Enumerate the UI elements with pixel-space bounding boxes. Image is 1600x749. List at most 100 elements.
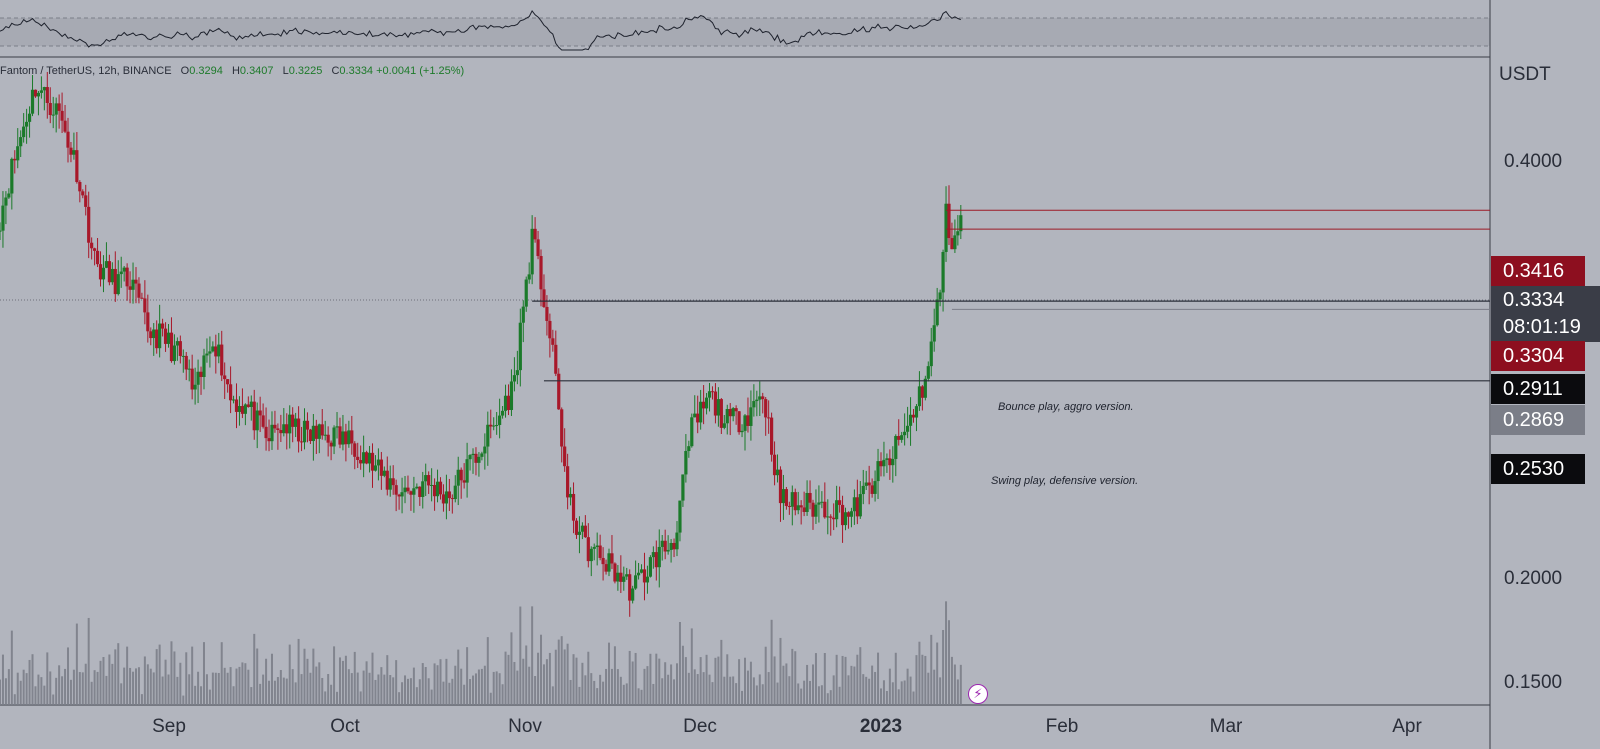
volume-bar bbox=[655, 653, 658, 705]
price-axis-unit[interactable]: USDT bbox=[1499, 64, 1551, 85]
volume-bar bbox=[211, 672, 214, 705]
volume-bar bbox=[99, 660, 102, 705]
candle-body bbox=[710, 391, 715, 393]
volume-bar bbox=[758, 674, 761, 705]
candle-body bbox=[87, 206, 91, 243]
candle-body bbox=[728, 409, 732, 417]
volume-bar bbox=[903, 680, 906, 705]
bounce-level-price-label: 0.2911 bbox=[1491, 374, 1585, 404]
volume-bar bbox=[832, 675, 835, 705]
candle-body bbox=[243, 404, 247, 414]
volume-bar bbox=[838, 686, 841, 705]
lightning-icon[interactable]: ⚡ bbox=[968, 684, 988, 704]
volume-bar bbox=[102, 657, 105, 705]
candle-body bbox=[642, 569, 647, 583]
volume-bar bbox=[507, 654, 510, 705]
candle-body bbox=[462, 480, 466, 483]
candle-body bbox=[231, 399, 236, 401]
candle-body bbox=[456, 469, 460, 486]
bounce-annotation[interactable]: Bounce play, aggro version. bbox=[998, 401, 1134, 413]
upper-red-price-label: 0.3416 bbox=[1491, 256, 1585, 286]
candle-body bbox=[690, 417, 694, 447]
volume-bar bbox=[900, 681, 903, 705]
candle-body bbox=[444, 491, 449, 504]
candle-body bbox=[734, 408, 738, 412]
volume-bar bbox=[7, 669, 10, 705]
candle-body bbox=[959, 215, 963, 232]
volume-bar bbox=[486, 637, 489, 705]
candle-body bbox=[852, 497, 856, 512]
volume-bar bbox=[81, 672, 84, 705]
candle-body bbox=[592, 547, 596, 549]
volume-bar bbox=[49, 671, 52, 705]
volume-bar bbox=[37, 674, 40, 705]
candle-body bbox=[341, 431, 345, 445]
candle-body bbox=[279, 430, 283, 434]
volume-bar bbox=[806, 664, 809, 705]
high-value: 0.3407 bbox=[239, 65, 274, 77]
volume-bar bbox=[879, 688, 882, 705]
volume-bar bbox=[72, 669, 75, 705]
candle-body bbox=[675, 532, 679, 550]
volume-bar bbox=[933, 669, 936, 705]
candle-body bbox=[702, 401, 706, 409]
volume-bar bbox=[84, 663, 87, 705]
volume-bar bbox=[344, 655, 347, 705]
candle-body bbox=[681, 474, 685, 501]
volume-bar bbox=[897, 689, 900, 705]
volume-bar bbox=[380, 667, 383, 705]
volume-bar bbox=[785, 663, 788, 705]
time-tick-label: 2023 bbox=[859, 716, 903, 737]
candle-body bbox=[415, 486, 419, 489]
candle-body bbox=[678, 500, 682, 533]
candle-body bbox=[669, 542, 673, 550]
volume-bar bbox=[658, 658, 661, 705]
volume-bar bbox=[732, 676, 735, 705]
volume-bar bbox=[256, 648, 259, 705]
volume-bar bbox=[214, 672, 217, 705]
candle-body bbox=[181, 355, 185, 357]
volume-bar bbox=[950, 656, 953, 705]
candle-body bbox=[282, 424, 286, 434]
volume-bar bbox=[711, 682, 714, 705]
candle-body bbox=[888, 458, 892, 466]
candle-body bbox=[634, 575, 638, 589]
candle-body bbox=[506, 395, 511, 410]
candle-body bbox=[252, 401, 256, 431]
candle-body bbox=[894, 436, 898, 459]
volume-bar bbox=[720, 639, 723, 705]
volume-bar bbox=[359, 691, 362, 705]
candle-body bbox=[684, 450, 688, 475]
candle-body bbox=[767, 417, 771, 419]
swing-annotation[interactable]: Swing play, defensive version. bbox=[991, 475, 1139, 487]
candle-body bbox=[849, 511, 854, 517]
volume-bar bbox=[25, 673, 28, 705]
volume-bar bbox=[859, 647, 862, 705]
volume-bar bbox=[111, 663, 114, 705]
volume-bar bbox=[143, 656, 146, 705]
volume-bar bbox=[764, 646, 767, 705]
volume-bar bbox=[421, 663, 424, 705]
volume-bar bbox=[208, 689, 211, 705]
volume-bar bbox=[557, 639, 560, 705]
candle-body bbox=[90, 242, 94, 249]
volume-bar bbox=[752, 677, 755, 705]
candle-body bbox=[169, 332, 174, 362]
candle-body bbox=[903, 431, 907, 436]
volume-bar bbox=[826, 693, 829, 705]
candle-body bbox=[770, 417, 774, 455]
volume-bar bbox=[232, 686, 235, 705]
volume-bar bbox=[386, 655, 389, 705]
candle-body bbox=[846, 512, 851, 517]
candle-body bbox=[246, 404, 250, 408]
volume-bar bbox=[921, 654, 924, 705]
volume-bar bbox=[336, 691, 339, 705]
volume-bar bbox=[132, 671, 135, 705]
candle-body bbox=[548, 320, 552, 339]
volume-bar bbox=[492, 671, 495, 705]
candle-body bbox=[10, 158, 14, 194]
candle-body bbox=[172, 345, 177, 362]
volume-bar bbox=[619, 676, 622, 705]
volume-bar bbox=[460, 668, 463, 705]
